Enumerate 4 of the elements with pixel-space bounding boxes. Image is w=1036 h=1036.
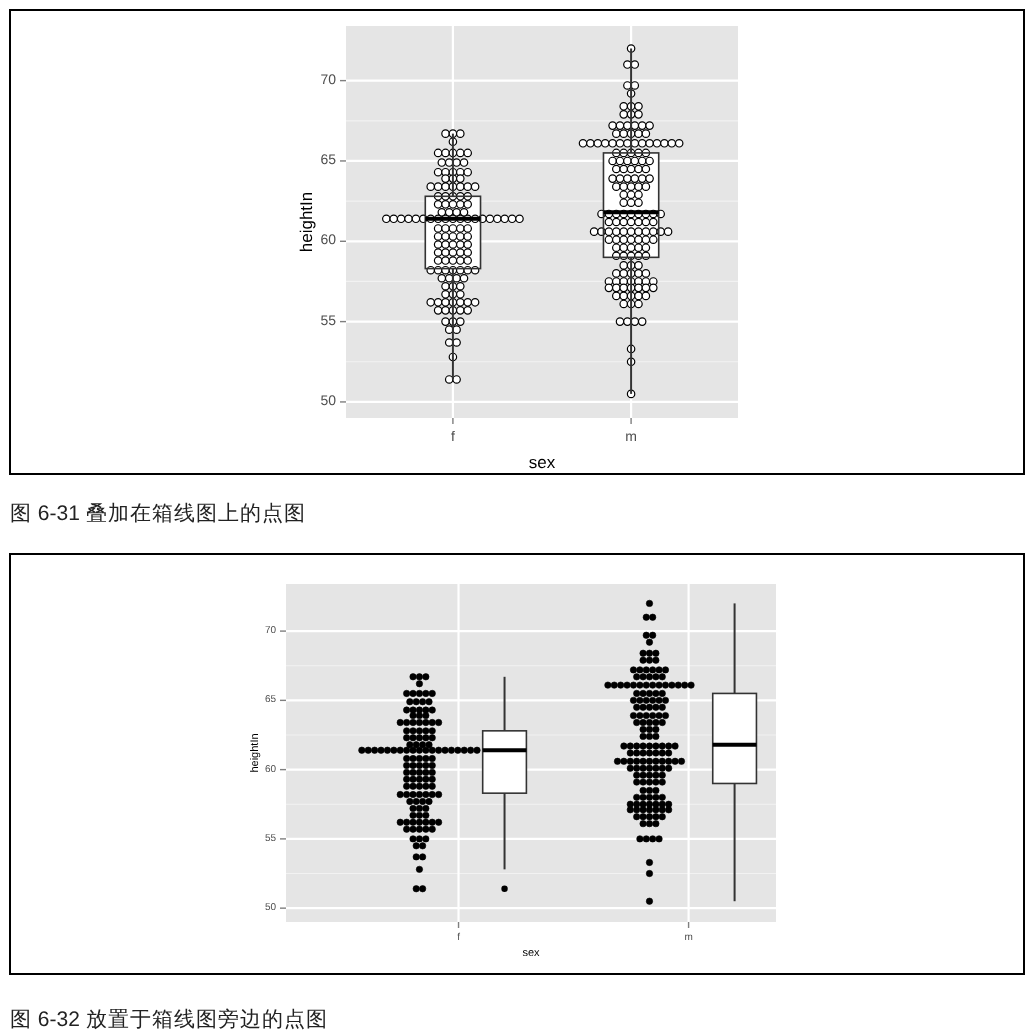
caption: 图 6-31 叠加在箱线图上的点图 xyxy=(10,500,306,526)
caption: 图 6-32 放置于箱线图旁边的点图 xyxy=(10,1006,328,1032)
x-axis-title: sex xyxy=(528,452,557,472)
y-axis-title: heightIn xyxy=(296,191,316,253)
